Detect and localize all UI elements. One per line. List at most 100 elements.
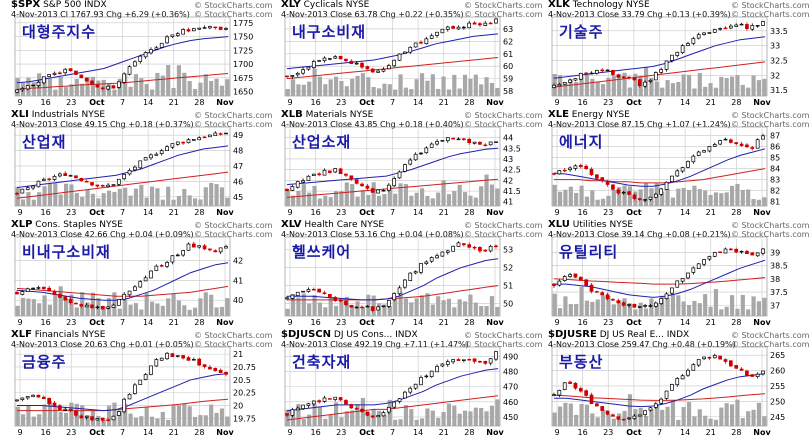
candle-body [435,255,439,259]
candle-body [648,305,653,307]
volume-bar [446,194,452,206]
candle-body [691,267,696,273]
candle-body [295,181,300,188]
volume-bar [198,415,203,426]
volume-bar [735,399,740,426]
y-tick-label: 1650 [233,88,253,97]
chart-panel: $DJUSRE DJ US Real E... INDX © StockChart… [545,330,809,438]
exchange-label: NYSE [606,110,630,120]
volume-bar [409,195,414,206]
candle-body [333,168,338,173]
candle-body [63,68,68,74]
volume-bar [20,414,26,426]
y-tick-label: 49 [233,131,243,140]
candle-body [306,66,311,70]
volume-bar [42,404,47,426]
volume-bar [80,292,85,316]
volume-bar [312,68,317,96]
y-tick-label: 450 [503,413,518,422]
candle-body [702,356,706,360]
y-tick-label: 48 [233,147,243,156]
volume-bar [590,301,595,316]
ticker-name: Cyclicals [303,0,343,10]
candle-body [197,245,202,248]
close-value: 43.85 [354,120,378,129]
candle-body [605,294,610,300]
candle-body [95,418,100,421]
candle-body [611,184,615,190]
candle-body [664,390,669,399]
volume-bar [563,296,568,316]
watermark: © StockCharts.com [731,221,809,230]
y-tick-label: 41.5 [503,187,521,196]
candle-body [154,153,159,156]
candle-body [122,173,127,180]
candle-body [429,35,434,39]
candle-body [627,191,631,195]
candle-body [397,53,402,61]
candle-body [301,69,305,74]
volume-bar [606,77,611,96]
candle-body [328,58,332,60]
candle-body [494,351,498,360]
candle-body [600,292,605,296]
y-tick-label: 38 [770,275,780,284]
candle-body [680,375,685,380]
chart-panel: XLU Utilities NYSE © StockCharts.com 4-Nov… [545,220,809,328]
volume-bar [355,301,360,316]
x-tick-label: 14 [143,98,153,107]
chart-panel: XLF Financials NYSE © StockCharts.com 4-No… [8,330,273,438]
candle-body [755,252,760,257]
y-tick-label: 1750 [233,33,253,42]
candle-body [197,358,202,366]
volume-bar [106,83,112,96]
volume-bar [360,307,366,316]
candle-body [106,419,110,422]
candle-body [360,408,364,412]
change-value: Chg +0.01 (+0.05%) [109,340,194,349]
volume-bar [719,309,724,316]
candle-body [58,405,62,411]
candle-body [138,160,143,169]
volume-bar [419,295,425,316]
volume-bar [133,74,139,96]
volume-bar [219,306,225,316]
volume-bar [344,411,349,426]
x-tick-label: Nov [753,208,771,217]
x-tick-label: 28 [464,98,474,107]
volume-bar [563,83,568,96]
candle-body [712,29,717,33]
volume-bar [160,75,165,96]
x-tick-label: 23 [66,98,76,107]
volume-bar [176,300,182,316]
volume-bar [387,305,392,316]
y-tick-label: 470 [503,383,518,392]
candle-body [381,189,386,192]
candle-body [696,359,701,366]
price-chart: 245 250 255 260 265 9 16 23 Oct 7 14 21 28 Nov [551,346,785,437]
volume-bar [47,400,53,426]
candle-body [133,384,137,394]
x-tick-label: Oct [626,428,642,437]
candle-body [659,398,664,404]
volume-bar [15,78,20,96]
candle-body [376,189,380,194]
ticker-name: S&P 500 [43,0,82,10]
candle-body [133,166,137,171]
volume-bar [665,406,670,426]
candle-body [175,141,180,145]
volume-bar [670,400,676,426]
candle-body [750,374,755,377]
y-tick-label: 255 [770,382,785,391]
volume-bar [15,305,20,316]
candle-body [20,188,25,194]
candle-body [659,69,664,73]
candle-body [429,143,434,148]
candle-body [224,28,228,30]
candle-body [149,49,153,54]
volume-bar [484,77,489,96]
candle-body [408,272,413,281]
candle-body [712,252,717,257]
ticker-name: Health Care [304,220,358,230]
y-tick-label: 32.5 [770,56,788,65]
